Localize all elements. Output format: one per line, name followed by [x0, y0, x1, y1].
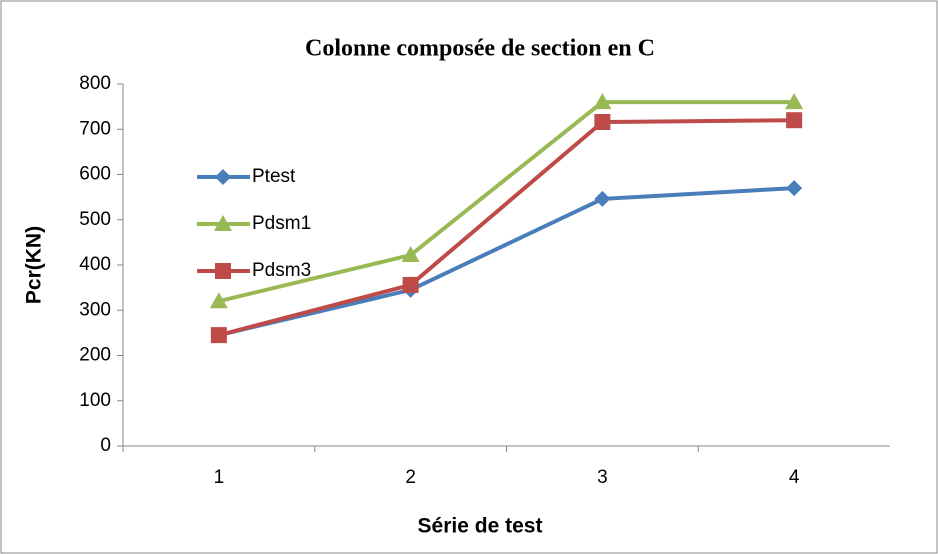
x-tick-label: 2	[405, 467, 416, 488]
marker	[209, 292, 228, 309]
chart-title: Colonne composée de section en C	[305, 36, 655, 62]
y-tick-label: 100	[79, 390, 111, 411]
legend-label: Pdsm1	[252, 213, 311, 234]
x-axis-title: Série de test	[418, 515, 543, 538]
marker	[402, 276, 419, 293]
y-tick-label: 300	[79, 299, 111, 320]
x-tick-label: 4	[789, 467, 800, 488]
y-tick-label: 700	[79, 118, 111, 139]
y-tick-label: 400	[79, 254, 111, 275]
legend-marker	[214, 215, 232, 231]
series-line	[218, 186, 795, 338]
x-tick-label: 1	[214, 467, 225, 488]
x-tick-label: 3	[597, 467, 608, 488]
marker	[786, 112, 803, 129]
marker	[786, 180, 803, 197]
y-tick-label: 0	[100, 435, 111, 456]
y-tick-label: 500	[79, 209, 111, 230]
legend-marker	[215, 169, 231, 185]
series-line	[218, 100, 795, 304]
y-tick-label: 600	[79, 164, 111, 185]
marker	[594, 114, 611, 131]
legend-marker	[215, 263, 231, 279]
marker	[401, 246, 420, 263]
marker	[785, 93, 804, 110]
y-axis-title: Pcr(KN)	[23, 226, 46, 304]
legend-label: Pdsm3	[252, 260, 311, 281]
marker	[594, 190, 611, 207]
marker	[593, 93, 612, 110]
series-line	[218, 118, 795, 338]
marker	[210, 327, 227, 344]
y-tick-label: 800	[79, 73, 111, 94]
legend-label: Ptest	[252, 166, 296, 187]
y-tick-label: 200	[79, 345, 111, 366]
